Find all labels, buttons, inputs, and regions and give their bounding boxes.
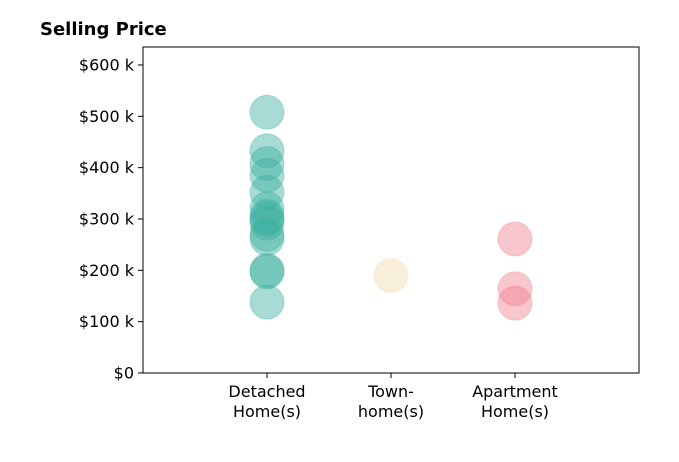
y-tick-label: $500 k: [79, 107, 135, 126]
data-point: [497, 221, 533, 257]
y-tick-label: $400 k: [79, 158, 135, 177]
data-point: [249, 284, 285, 320]
data-point: [249, 133, 285, 169]
data-point: [497, 285, 533, 321]
y-tick-label: $100 k: [79, 312, 135, 331]
chart-title: Selling Price: [40, 19, 167, 40]
x-axis: DetachedHome(s)Town-home(s)ApartmentHome…: [228, 373, 558, 421]
data-point: [249, 191, 285, 227]
y-tick-label: $600 k: [79, 55, 135, 74]
data-point: [249, 205, 285, 241]
data-point: [249, 216, 285, 252]
data-point: [249, 174, 285, 210]
y-tick-label: $0: [114, 364, 134, 383]
data-point: [249, 252, 285, 288]
y-tick-label: $300 k: [79, 209, 135, 228]
data-point: [249, 94, 285, 130]
x-tick-label: Home(s): [233, 402, 301, 421]
data-point: [249, 201, 285, 237]
x-tick-label: Town-: [367, 382, 414, 401]
x-tick-label: home(s): [358, 402, 424, 421]
x-tick-label: Apartment: [472, 382, 558, 401]
data-point: [373, 257, 409, 293]
data-point: [249, 146, 285, 182]
y-axis: $0 $100 k $200 k $300 k $400 k $500 k $600 k: [79, 55, 143, 383]
plot-frame: [142, 46, 640, 374]
x-tick-label: Detached: [228, 382, 305, 401]
data-point: [249, 220, 285, 256]
data-points: [249, 94, 533, 321]
data-point: [249, 157, 285, 193]
y-tick-label: $200 k: [79, 261, 135, 280]
data-point: [497, 271, 533, 307]
data-point: [249, 254, 285, 290]
x-tick-label: Home(s): [481, 402, 549, 421]
data-point: [249, 198, 285, 234]
